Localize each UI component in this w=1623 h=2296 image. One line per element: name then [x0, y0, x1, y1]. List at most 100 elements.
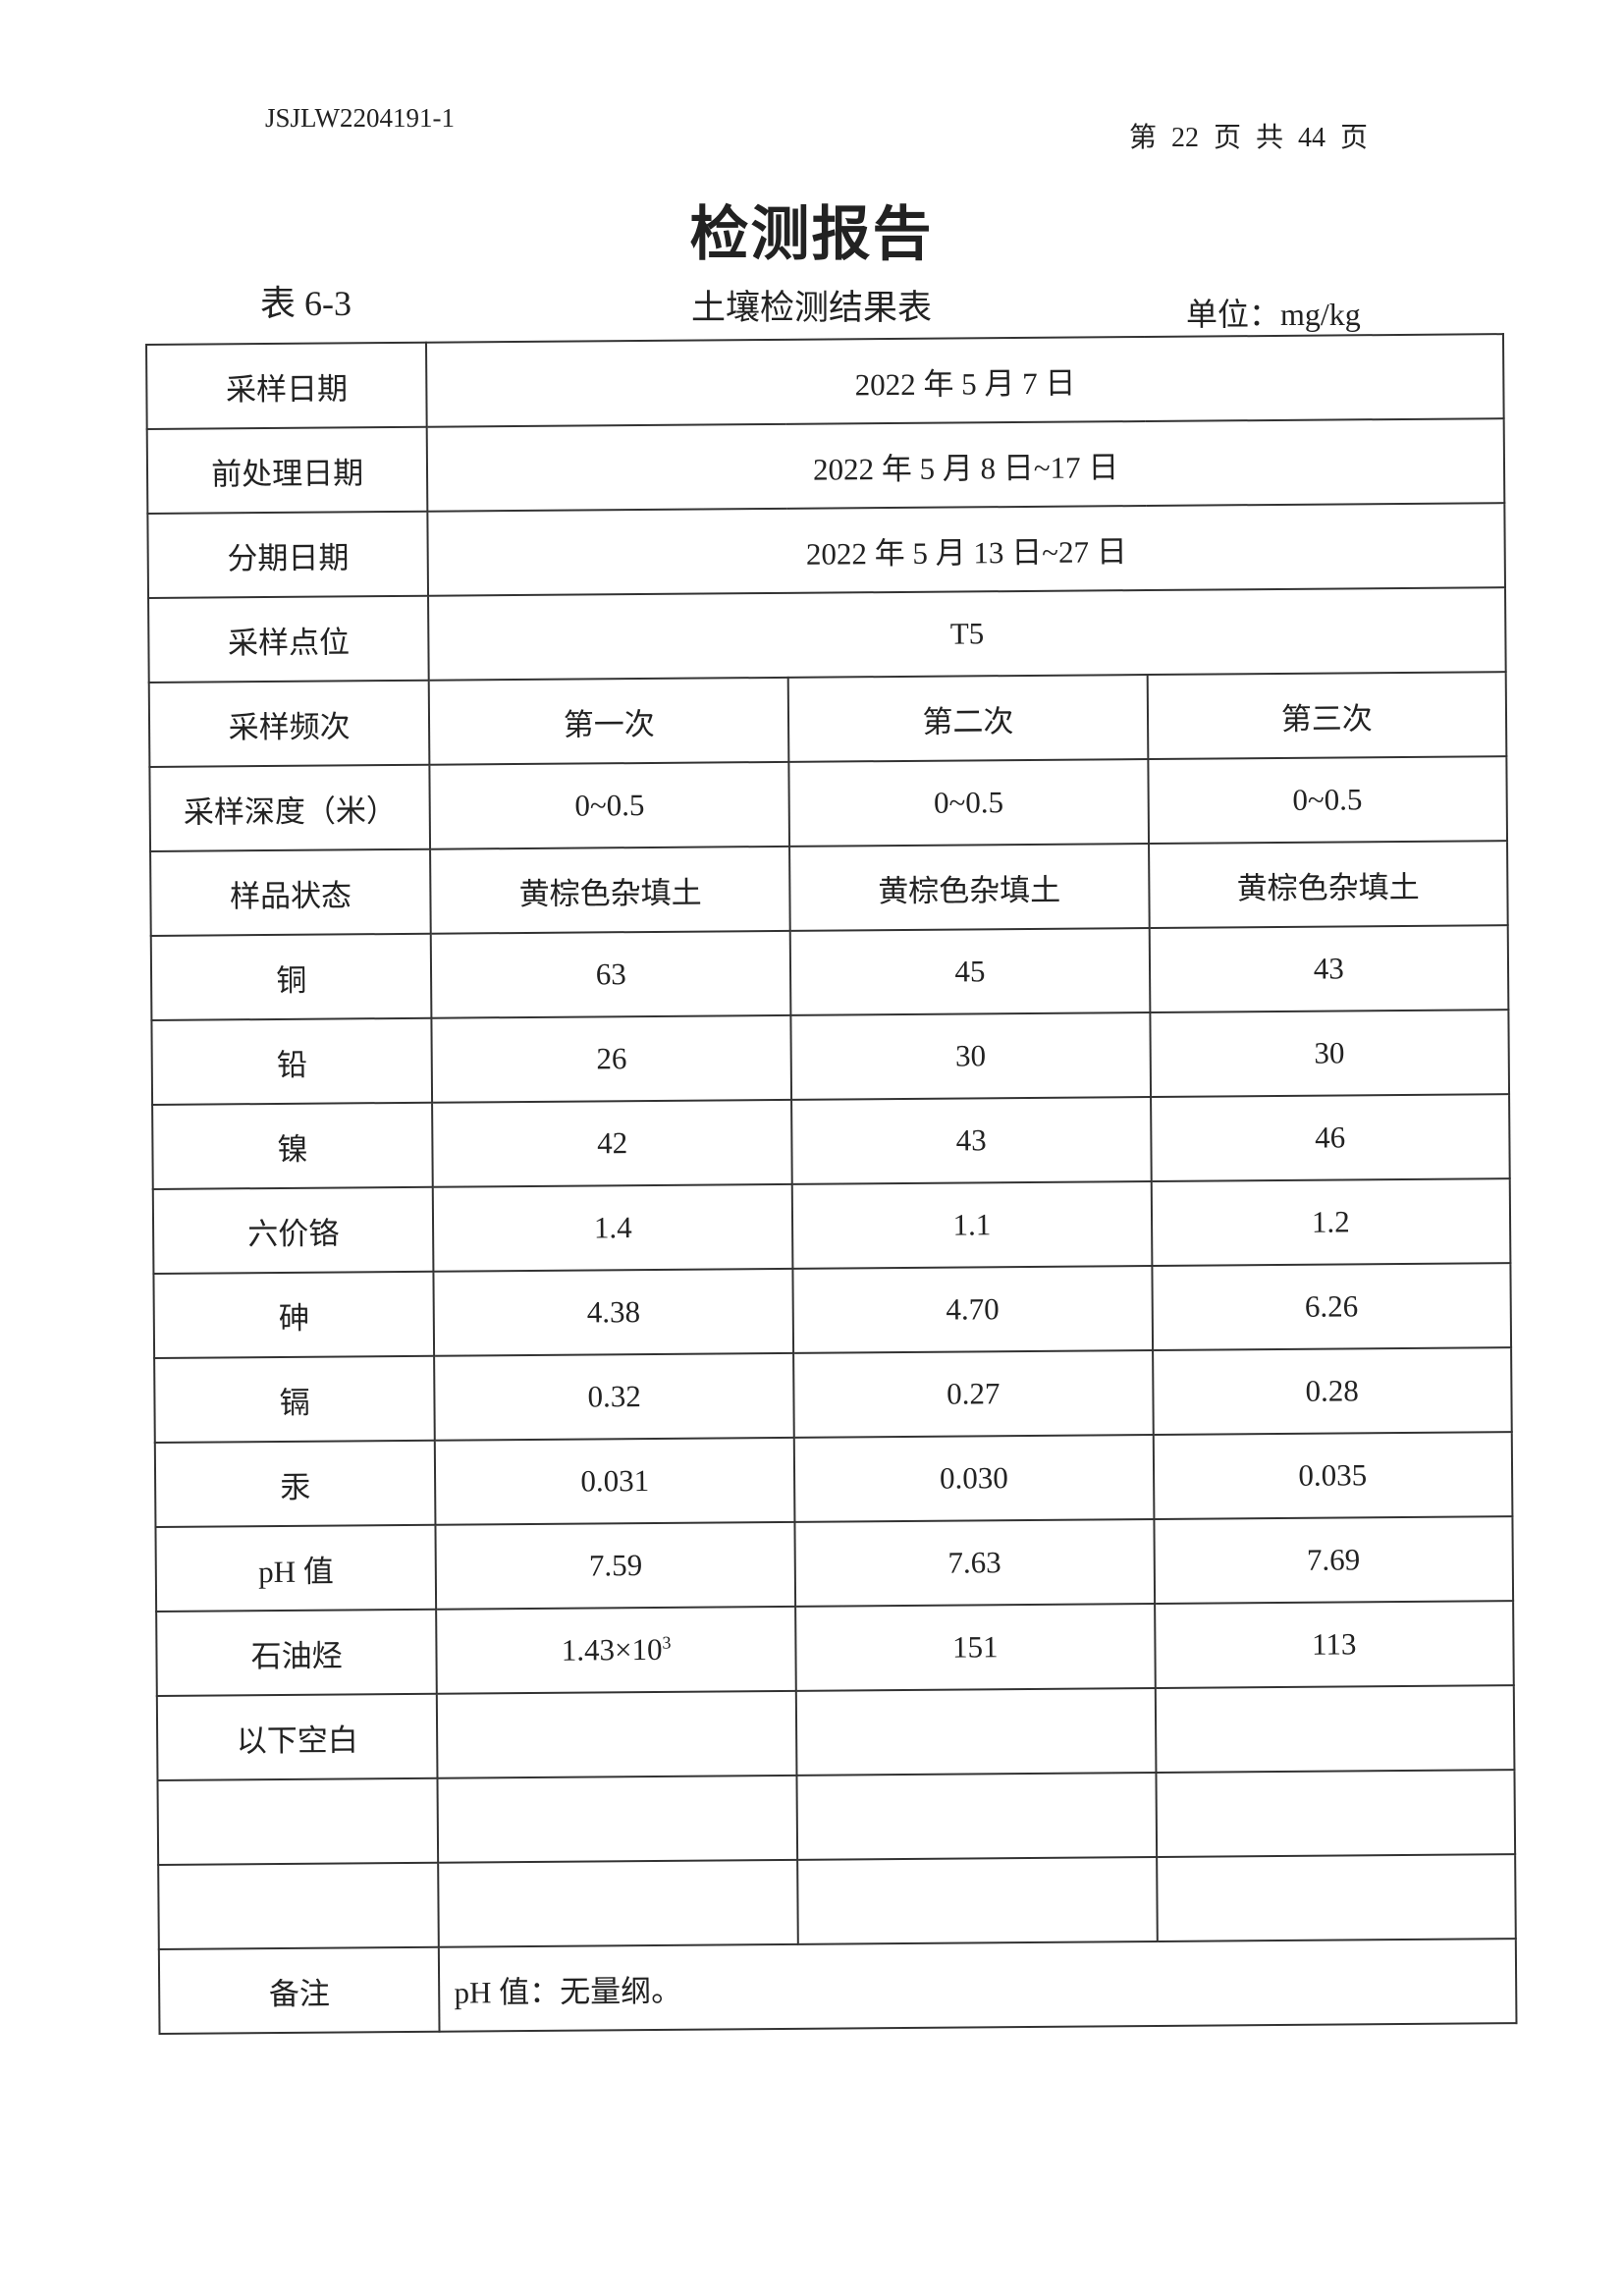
exponent: 3 — [662, 1632, 672, 1653]
value-cell: 42 — [432, 1099, 792, 1187]
value-text: 0~0.5 — [933, 785, 1004, 820]
row-label: 汞 — [154, 1440, 436, 1527]
value-cell: 1.43×103 — [436, 1606, 796, 1694]
value-text: 0~0.5 — [1292, 782, 1363, 817]
value-text: 43 — [1313, 951, 1344, 986]
value-text: 1.43×10 — [561, 1631, 663, 1667]
value-text: 0~0.5 — [574, 788, 645, 823]
table-title: 土壤检测结果表 — [690, 289, 932, 327]
value-cell: 113 — [1154, 1601, 1514, 1688]
value-cell — [438, 1859, 798, 1947]
table-row — [158, 1854, 1516, 1949]
row-label — [157, 1777, 439, 1865]
value-cell: 0.031 — [435, 1437, 795, 1525]
value-cell: 63 — [431, 930, 791, 1018]
value-cell: 黄棕色杂填土 — [430, 846, 790, 934]
row-label — [158, 1862, 440, 1949]
value-cell: 1.2 — [1151, 1178, 1511, 1266]
value-cell: 1.4 — [433, 1183, 793, 1272]
value-text: 黄棕色杂填土 — [518, 875, 702, 911]
table-row: 采样日期 2022 年 5 月 7 日 — [146, 334, 1504, 429]
value-cell: 6.26 — [1151, 1263, 1512, 1350]
value-text: 4.38 — [586, 1294, 641, 1330]
remark-value: pH 值：无量纲。 — [439, 1939, 1517, 2032]
value-cell: 第一次 — [429, 677, 789, 765]
table-row: 汞 0.031 0.030 0.035 — [154, 1432, 1513, 1527]
value-text: 0.031 — [580, 1463, 650, 1499]
value-text: 45 — [954, 954, 986, 989]
row-label: 镍 — [152, 1102, 434, 1189]
value-cell: 46 — [1150, 1094, 1510, 1181]
row-label: 分期日期 — [147, 511, 429, 598]
row-label: 镉 — [154, 1355, 436, 1443]
value-cell: 4.70 — [792, 1265, 1153, 1353]
value-cell: 0~0.5 — [429, 761, 790, 849]
row-value: T5 — [428, 587, 1506, 681]
table-row — [157, 1770, 1516, 1865]
soil-results-table: 采样日期 2022 年 5 月 7 日前处理日期 2022 年 5 月 8 日~17… — [145, 333, 1517, 2035]
value-cell: 30 — [1149, 1010, 1510, 1097]
table-row: 砷 4.38 4.70 6.26 — [153, 1263, 1512, 1358]
value-cell — [1156, 1770, 1516, 1857]
value-text: 42 — [596, 1125, 628, 1161]
row-label: 以下空白 — [156, 1693, 438, 1780]
value-cell — [1155, 1685, 1515, 1773]
row-label: 采样日期 — [146, 342, 428, 429]
value-text: 30 — [1314, 1035, 1345, 1070]
value-text: 4.70 — [946, 1291, 1000, 1327]
value-cell: 0.030 — [793, 1434, 1154, 1522]
value-cell: 45 — [789, 927, 1150, 1015]
row-value: 2022 年 5 月 8 日~17 日 — [427, 418, 1505, 512]
value-cell — [796, 1772, 1157, 1860]
table-row: 采样深度（米） 0~0.5 0~0.5 0~0.5 — [149, 756, 1508, 851]
value-cell: 30 — [790, 1011, 1151, 1100]
value-cell: 黄棕色杂填土 — [789, 843, 1150, 931]
value-cell: 26 — [431, 1014, 792, 1103]
row-label: 样品状态 — [150, 848, 432, 936]
table-row: 采样点位 T5 — [148, 587, 1506, 683]
row-label: 砷 — [153, 1271, 435, 1358]
value-cell: 0.27 — [793, 1349, 1154, 1438]
remark-label: 备注 — [158, 1946, 440, 2034]
value-cell: 43 — [1149, 925, 1509, 1012]
value-cell: 第二次 — [787, 674, 1148, 762]
table-row: 分期日期 2022 年 5 月 13 日~27 日 — [147, 503, 1505, 598]
page-info: 第 22 页 共 44 页 — [1129, 123, 1369, 153]
value-cell: 7.69 — [1153, 1516, 1514, 1604]
row-label: 铜 — [150, 933, 432, 1020]
remark-row: 备注 pH 值：无量纲。 — [158, 1939, 1517, 2034]
value-text: 63 — [595, 957, 626, 992]
value-cell: 0.035 — [1153, 1432, 1513, 1519]
value-text: 46 — [1315, 1120, 1346, 1155]
value-cell — [437, 1690, 797, 1778]
value-cell: 43 — [791, 1096, 1152, 1184]
value-cell: 7.63 — [794, 1518, 1155, 1607]
table-row: 六价铬 1.4 1.1 1.2 — [152, 1178, 1511, 1274]
value-text: 0.28 — [1305, 1373, 1359, 1408]
value-cell: 第三次 — [1147, 672, 1507, 759]
value-text: 0.32 — [587, 1379, 641, 1414]
value-cell: 151 — [795, 1603, 1156, 1691]
value-cell — [795, 1687, 1157, 1776]
row-label: 铅 — [151, 1017, 433, 1105]
unit-label: 单位：mg/kg — [1186, 297, 1361, 332]
value-cell — [437, 1775, 798, 1863]
table-row: 以下空白 — [156, 1685, 1515, 1780]
table-row: 铅 26 30 30 — [151, 1010, 1510, 1105]
value-cell — [1156, 1854, 1516, 1941]
table-row: 采样频次 第一次 第二次 第三次 — [148, 672, 1507, 767]
value-text: 113 — [1311, 1626, 1357, 1662]
document-number: JSJLW2204191-1 — [265, 103, 455, 133]
row-label: 前处理日期 — [146, 426, 428, 514]
value-text: 黄棕色杂填土 — [1236, 869, 1420, 905]
row-label: 采样频次 — [148, 680, 430, 767]
value-text: 26 — [596, 1041, 627, 1076]
row-label: pH 值 — [155, 1524, 437, 1612]
table-row: 镉 0.32 0.27 0.28 — [154, 1347, 1512, 1443]
value-cell: 1.1 — [791, 1180, 1152, 1269]
row-value: 2022 年 5 月 13 日~27 日 — [427, 503, 1505, 596]
row-label: 石油烃 — [156, 1609, 438, 1696]
value-text: 43 — [955, 1122, 987, 1158]
row-label: 采样深度（米） — [149, 764, 431, 851]
row-label: 六价铬 — [152, 1186, 434, 1274]
